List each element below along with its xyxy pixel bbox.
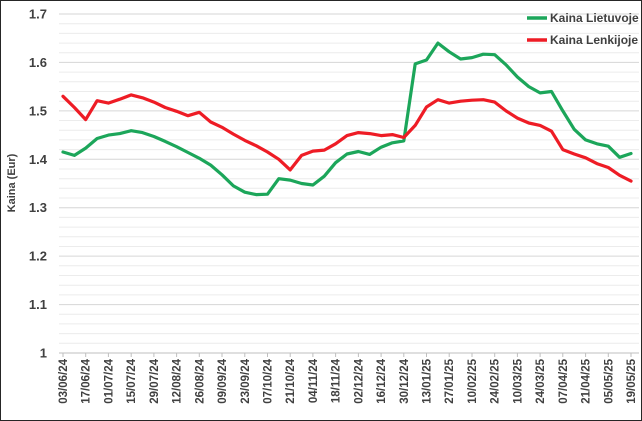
x-tick-label: 30/12/24 (399, 358, 411, 403)
x-tick-label: 24/03/25 (535, 358, 547, 403)
x-tick-label: 29/07/24 (149, 358, 161, 403)
x-tick-label: 03/06/24 (58, 358, 70, 403)
x-tick-label: 19/05/25 (626, 358, 638, 403)
y-tick-label: 1.5 (29, 103, 47, 118)
x-tick-label: 21/10/24 (285, 358, 297, 403)
x-tick-label: 09/09/24 (217, 358, 229, 403)
x-tick-label: 21/04/25 (581, 358, 593, 403)
y-tick-label: 1.6 (29, 55, 47, 70)
x-tick-label: 16/12/24 (376, 358, 388, 403)
series-line-kaina-lenkijoje (61, 93, 633, 183)
x-tick-label: 26/08/24 (194, 358, 206, 403)
x-axis (59, 352, 639, 357)
x-tick-label: 04/11/24 (308, 358, 320, 403)
y-tick-label: 1.7 (29, 7, 47, 22)
series-lines (61, 41, 633, 197)
legend: Kaina Lietuvoje Kaina Lenkijoje (527, 11, 639, 47)
y-tick-label: 1.1 (29, 297, 47, 312)
x-axis-tick-labels: 03/06/24 17/06/24 01/07/24 15/07/24 29/07/24… (58, 358, 638, 403)
x-tick-label: 27/01/25 (444, 358, 456, 403)
x-tick-label: 15/07/24 (126, 358, 138, 403)
x-tick-label: 01/07/24 (103, 358, 115, 403)
major-gridlines (59, 13, 639, 354)
x-tick-label: 05/05/25 (603, 358, 615, 403)
x-tick-label: 07/04/25 (558, 358, 570, 403)
series-line-kaina-lietuvoje (61, 41, 633, 197)
legend-label-kaina-lenkijoje: Kaina Lenkijoje (550, 33, 638, 47)
y-tick-label: 1.4 (29, 152, 48, 167)
y-tick-label: 1.2 (29, 249, 47, 264)
y-axis-tick-labels: 1.7 1.6 1.5 1.4 1.3 1.2 1.1 1 (29, 7, 48, 361)
x-tick-label: 24/02/25 (490, 358, 502, 403)
x-tick-label: 12/08/24 (172, 358, 184, 403)
y-tick-label: 1.3 (29, 200, 47, 215)
x-tick-label: 13/01/25 (422, 358, 434, 403)
x-tick-label: 17/06/24 (81, 358, 93, 403)
x-tick-label: 10/03/25 (512, 358, 524, 403)
x-tick-label: 02/12/24 (353, 358, 365, 403)
minor-gridlines (59, 23, 639, 344)
y-axis-title: Kaina (Eur) (6, 153, 18, 212)
x-tick-label: 23/09/24 (240, 358, 252, 403)
y-tick-label: 1 (40, 346, 47, 361)
x-tick-label: 10/02/25 (467, 358, 479, 403)
x-tick-label: 18/11/24 (331, 358, 343, 403)
x-tick-label: 07/10/24 (263, 358, 275, 403)
legend-label-kaina-lietuvoje: Kaina Lietuvoje (550, 11, 639, 25)
